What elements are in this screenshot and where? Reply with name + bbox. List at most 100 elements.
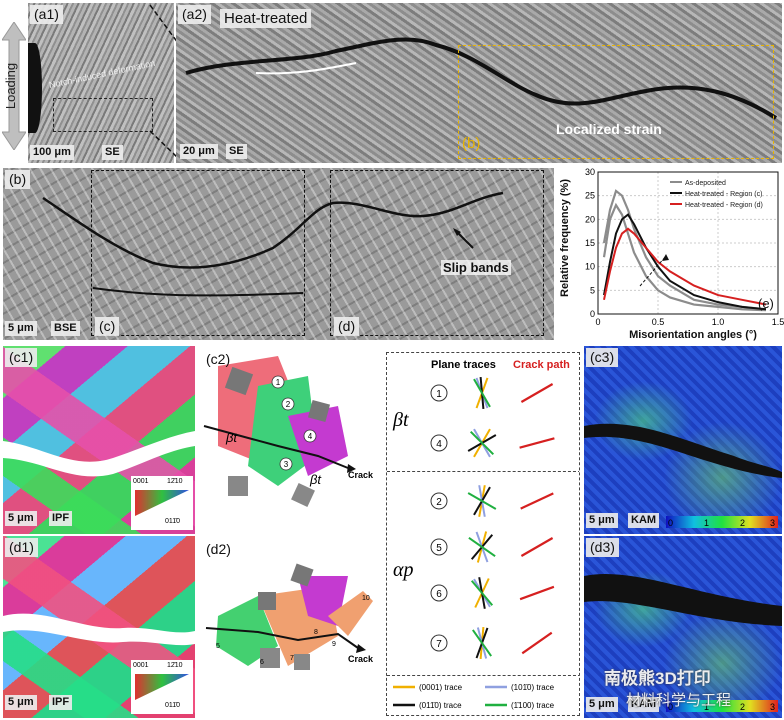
box-c-label: (c) (95, 317, 120, 336)
trace-line (473, 378, 491, 408)
panel-d3-label: (d3) (586, 538, 619, 557)
crack-path-line (520, 383, 554, 403)
series-line-1 (602, 202, 767, 312)
trace-row-marker (430, 384, 448, 402)
zoom-lines (149, 4, 179, 159)
slip-bands-label: Slip bands (441, 260, 511, 275)
c1-mode: IPF (49, 511, 73, 526)
d3-mode: KAM (628, 697, 660, 712)
panel-a1-label: (a1) (30, 5, 63, 24)
panel-a1: (a1) Notch-induced deformation 100 μm SE (28, 3, 174, 163)
panel-c2-label: (c2) (206, 351, 231, 367)
legend-0110: (011̄0) trace (419, 701, 462, 710)
trace-row-number: 5 (436, 543, 442, 554)
localized-strain-label: Localized strain (556, 121, 662, 137)
d2-crack-label: Crack (348, 654, 374, 664)
x-axis-label: Misorientation angles (°) (629, 329, 757, 341)
y-tick-label: 5 (590, 285, 595, 295)
loading-label: Loading (3, 63, 18, 109)
ipf-key-d1: 0001 12̄10 011̄0 (131, 660, 193, 714)
trace-row-marker (430, 434, 448, 452)
d3-tick-2: 2 (740, 702, 746, 712)
panel-c2: 1 2 3 4 βt βt Crack (c2) (198, 346, 382, 534)
c2-beta-1: βt (225, 430, 238, 445)
a2-title: Heat-treated (220, 9, 312, 28)
d2-n9: 9 (332, 641, 336, 648)
d2-n8: 8 (314, 629, 318, 636)
trace-legend: (0001) trace (101̄0) trace (011̄0) trace… (393, 683, 555, 710)
c1-scale: 5 μm (5, 511, 37, 526)
trace-line (468, 537, 496, 557)
y-axis-label: Relative frequency (%) (559, 179, 571, 297)
d3-scale: 5 μm (586, 697, 618, 712)
c3-crack (584, 423, 782, 478)
c3-tick-0: 0 (668, 518, 674, 528)
legend: As-deposited Heat-treated - Region (c) H… (670, 180, 763, 209)
c2-schematic: 1 2 3 4 βt βt Crack (203, 356, 374, 507)
b-mode: BSE (51, 321, 80, 336)
beta-t-label: βt (393, 409, 409, 431)
double-arrow-icon: Loading (1, 21, 27, 151)
a2-mode: SE (226, 144, 247, 159)
trace-row-number: 4 (436, 439, 442, 450)
panel-e-label: (e) (758, 296, 774, 311)
y-tick-label: 10 (585, 262, 595, 272)
d3-tick-0: 0 (668, 702, 674, 712)
panel-c1-label: (c1) (5, 348, 38, 367)
y-tick-label: 25 (585, 191, 595, 201)
a1-scale: 100 μm (30, 145, 74, 160)
trace-line (470, 580, 494, 606)
d2-n5: 5 (216, 643, 220, 650)
crack-path-line (521, 631, 553, 655)
kam-colorbar-d3 (666, 700, 778, 712)
panel-a2: (a2) Heat-treated Localized strain (b) 2… (176, 3, 782, 163)
panel-d2-label: (d2) (206, 541, 231, 557)
trace-line (469, 430, 495, 456)
d1-crack (3, 613, 195, 646)
c2-n3: 3 (284, 460, 289, 469)
b-crack (42, 191, 504, 297)
panel-c1: 0001 12̄10 011̄0 (c1) 5 μm IPF (3, 346, 195, 534)
box-d-label: (d) (334, 317, 360, 336)
crack-path-header: Crack path (513, 359, 570, 371)
panel-e-chart: Relative frequency (%) Misorientation an… (558, 166, 784, 344)
panel-c3-label: (c3) (586, 348, 619, 367)
watermark: 南极熊3D打印 材料科学与工程 (604, 664, 782, 714)
panel-d3: (d3) 5 μm KAM 0 1 2 3 (584, 536, 782, 718)
c3-scale: 5 μm (586, 513, 618, 528)
ipf-key: 0001 12̄10 011̄0 (131, 476, 193, 530)
crack-path-line (520, 492, 554, 510)
plane-traces-header: Plane traces (431, 359, 496, 371)
x-tick-label: 1.0 (712, 317, 725, 327)
trace-row-number: 2 (436, 497, 442, 508)
c1-crack (3, 431, 195, 477)
legend-1100: (1̄100) trace (511, 701, 555, 710)
d2-n6: 6 (260, 659, 264, 666)
y-tick-label: 0 (590, 309, 595, 319)
trace-line (467, 492, 497, 510)
d1-scale: 5 μm (5, 695, 37, 710)
legend-1010: (101̄0) trace (511, 683, 555, 692)
series-line-0 (602, 189, 767, 311)
trend-arrow (639, 255, 667, 287)
trace-row-marker (430, 634, 448, 652)
panel-a2-label: (a2) (178, 5, 211, 24)
d3-tick-3: 3 (770, 702, 776, 712)
trace-row-marker (430, 538, 448, 556)
c2-beta-2: βt (309, 472, 322, 487)
c2-n4: 4 (308, 432, 313, 441)
c2-n2: 2 (286, 400, 291, 409)
d2-n7: 7 (290, 655, 294, 662)
legend-c: Heat-treated - Region (c) (685, 191, 762, 198)
trace-row-number: 7 (436, 639, 442, 650)
a2-crack (185, 37, 778, 120)
d1-key-0110: 011̄0 (165, 702, 181, 709)
panel-d1-label: (d1) (5, 538, 38, 557)
d2-schematic: 5 6 7 8 9 10 Crack (205, 563, 374, 670)
box-b-label: (b) (462, 135, 481, 152)
c3-tick-1: 1 (704, 518, 710, 528)
c3-mode: KAM (628, 513, 660, 528)
d1-mode: IPF (49, 695, 73, 710)
c3-tick-3: 3 (770, 518, 776, 528)
trace-row-number: 6 (436, 589, 442, 600)
